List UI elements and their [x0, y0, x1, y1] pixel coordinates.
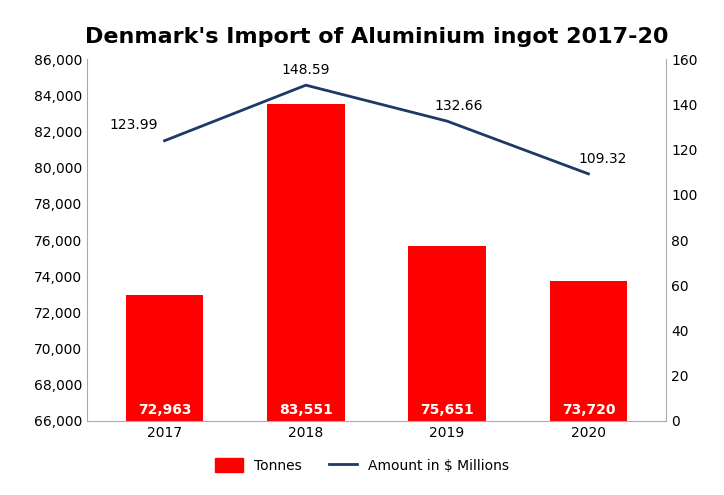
Text: 83,551: 83,551	[279, 403, 333, 417]
Text: 132.66: 132.66	[434, 99, 482, 113]
Bar	[126, 295, 203, 495]
Text: 123.99: 123.99	[110, 118, 159, 132]
Bar	[408, 247, 486, 495]
Title: Denmark's Import of Aluminium ingot 2017-20: Denmark's Import of Aluminium ingot 2017…	[85, 27, 668, 47]
Text: 75,651: 75,651	[420, 403, 474, 417]
Bar	[267, 103, 345, 495]
Bar	[550, 281, 627, 495]
Text: 148.59: 148.59	[282, 63, 330, 77]
Text: 73,720: 73,720	[562, 403, 615, 417]
Text: 72,963: 72,963	[138, 403, 191, 417]
Legend: Tonnes, Amount in $ Millions: Tonnes, Amount in $ Millions	[209, 452, 515, 478]
Text: 109.32: 109.32	[578, 151, 626, 165]
